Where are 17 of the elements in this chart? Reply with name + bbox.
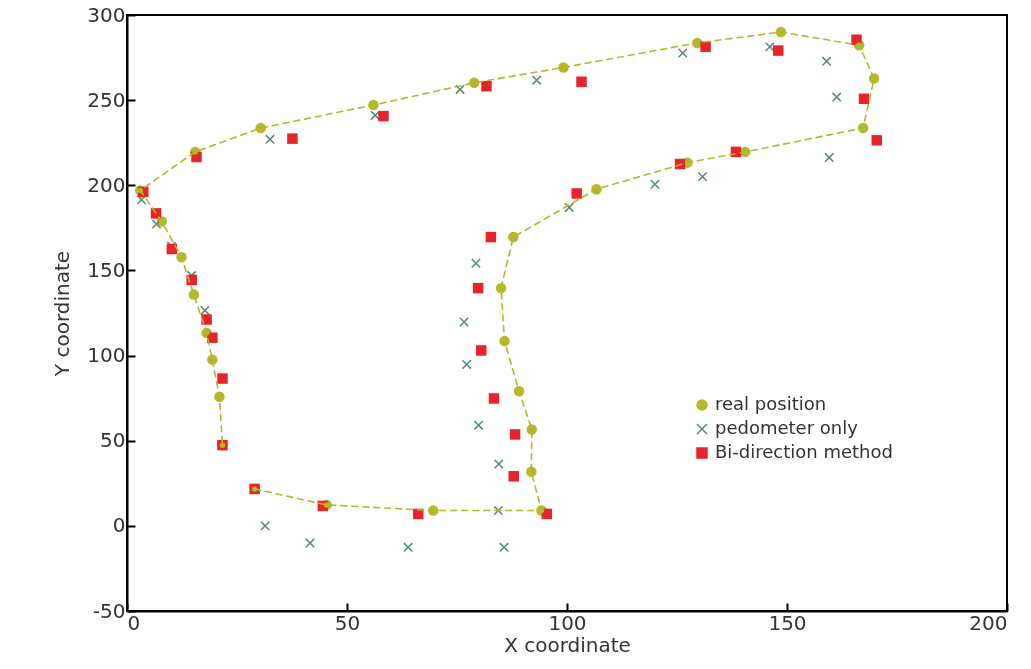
x-tick-label: 150: [768, 610, 807, 635]
legend-label: pedometer only: [715, 417, 859, 438]
y-tick-label: 300: [87, 2, 126, 27]
y-tick-label: 150: [87, 257, 126, 282]
y-tick-label: 0: [112, 513, 126, 538]
legend-label: Bi-direction method: [715, 441, 893, 462]
y-tick-label: 50: [100, 428, 126, 453]
x-tick-label: 100: [548, 610, 587, 635]
y-tick-label: 250: [87, 87, 126, 112]
y-tick-label: 200: [87, 172, 126, 197]
x-tick-label: 50: [334, 610, 361, 635]
y-tick-label: -50: [92, 598, 126, 623]
legend-label: real position: [715, 393, 827, 414]
x-axis-title: X coordinate: [504, 632, 631, 657]
y-axis-title: Y coordinate: [50, 250, 75, 378]
y-tick-label: 100: [87, 343, 126, 368]
x-tick-label: 200: [969, 610, 1008, 635]
